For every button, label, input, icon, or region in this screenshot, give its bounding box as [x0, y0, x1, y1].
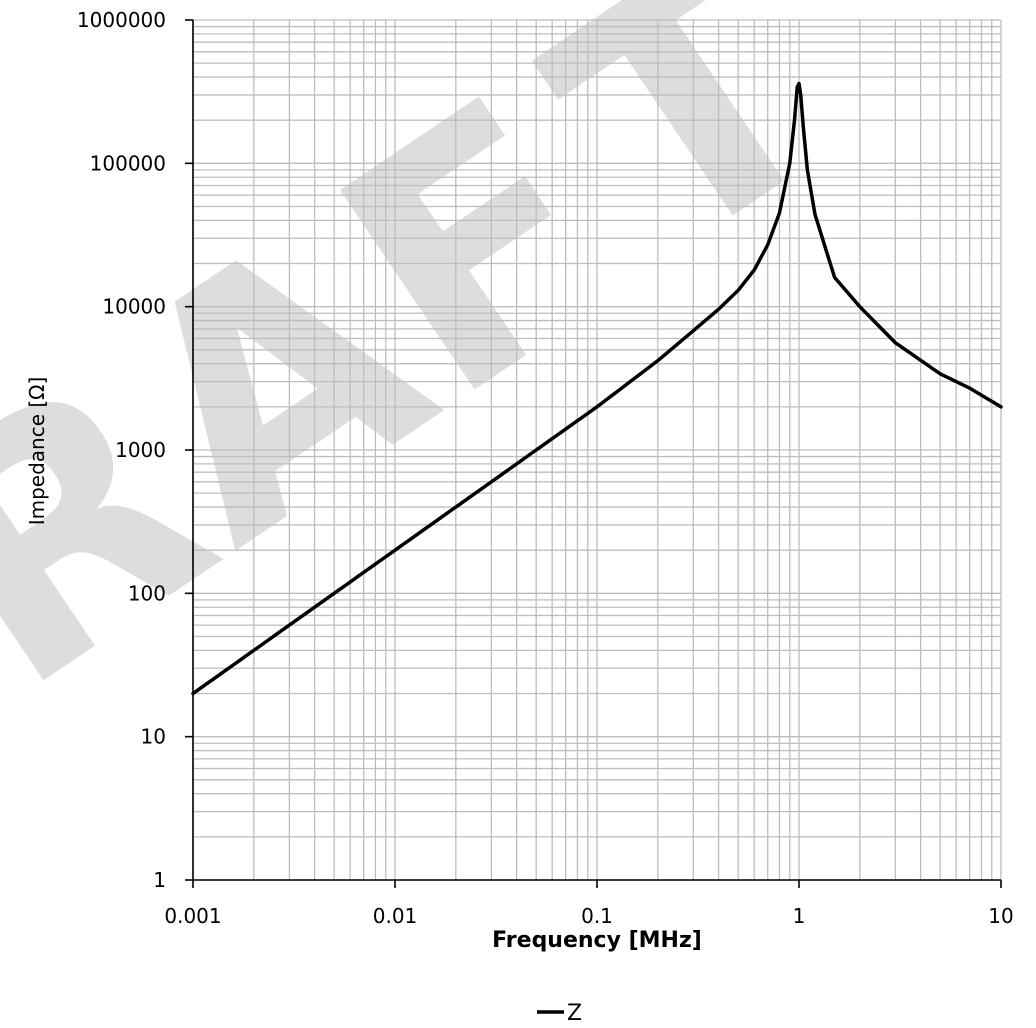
x-tick-label: 1 — [793, 904, 806, 928]
x-tick-label: 0.1 — [581, 904, 613, 928]
y-tick-label: 1 — [153, 868, 166, 892]
y-tick-label: 1000000 — [77, 8, 166, 32]
legend: Z — [537, 1001, 582, 1026]
y-tick-label: 10000 — [102, 295, 166, 319]
series-layer — [191, 81, 1003, 696]
x-tick-labels: 0.001 0.01 0.1 1 10 — [164, 904, 1013, 928]
y-tick-label: 1000 — [115, 438, 166, 462]
y-tick-label: 100 — [128, 581, 166, 605]
y-axis-label: Impedance [Ω] — [25, 377, 49, 526]
x-tick-label: 0.001 — [164, 904, 221, 928]
x-axis-label: Frequency [MHz] — [492, 928, 702, 953]
legend-label-z: Z — [567, 1001, 582, 1026]
y-tick-label: 100000 — [90, 151, 166, 175]
y-tick-labels: 1 10 100 1000 10000 100000 1000000 — [77, 8, 166, 892]
axes — [185, 19, 1002, 888]
y-tick-label: 10 — [141, 725, 166, 749]
x-tick-label: 0.01 — [373, 904, 418, 928]
series-line-z — [191, 81, 1003, 696]
grid-lines — [192, 19, 1002, 881]
x-tick-label: 10 — [988, 904, 1013, 928]
